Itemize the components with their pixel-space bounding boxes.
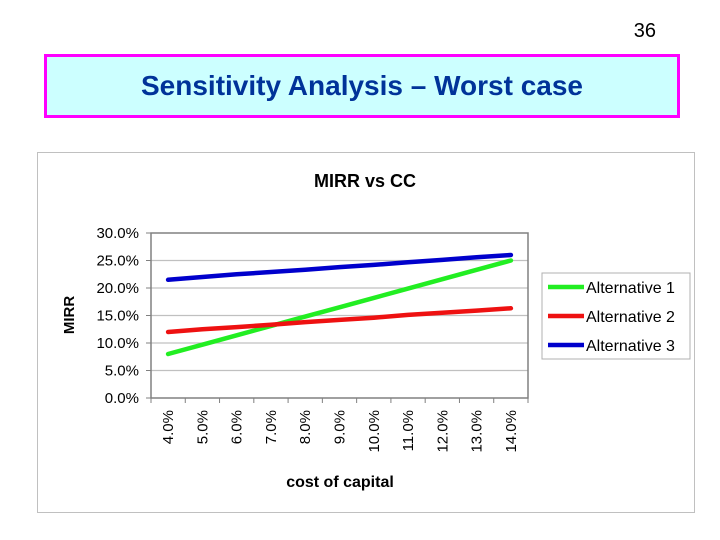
x-tick-label: 11.0% xyxy=(400,410,417,451)
series-line-2 xyxy=(165,306,514,335)
x-axis-title: cost of capital xyxy=(286,474,394,491)
slide-title: Sensitivity Analysis – Worst case xyxy=(141,70,583,101)
y-tick-label: 30.0% xyxy=(96,225,139,242)
slide-title-box: Sensitivity Analysis – Worst case xyxy=(44,54,680,118)
x-tick-label: 9.0% xyxy=(332,410,349,444)
y-tick-label: 20.0% xyxy=(96,280,139,297)
legend-label: Alternative 2 xyxy=(586,309,675,326)
page-number: 36 xyxy=(633,20,656,42)
series-line-1 xyxy=(165,258,514,357)
x-tick-label: 4.0% xyxy=(160,410,177,444)
legend: Alternative 1 Alternative 2 Alternative 3 xyxy=(541,272,691,360)
series-lines xyxy=(165,252,514,357)
legend-item-3: Alternative 3 xyxy=(548,338,675,355)
y-tick-label: 10.0% xyxy=(96,335,139,352)
chart-title: MIRR vs CC xyxy=(314,171,416,191)
legend-item-1: Alternative 1 xyxy=(548,280,675,297)
x-tick-label: 6.0% xyxy=(229,410,246,444)
x-axis: 4.0% 5.0% 6.0% 7.0% 8.0% 9.0% 10.0% 11.0% 12.0% 1… xyxy=(150,398,529,453)
x-tick-label: 8.0% xyxy=(297,410,314,444)
y-tick-label: 0.0% xyxy=(105,390,139,407)
legend-item-2: Alternative 2 xyxy=(548,309,675,326)
series-line-3 xyxy=(165,252,514,283)
mirr-line-chart: MIRR vs CC 0.0% 5.0% 10.0% 15.0% 20.0% 25.0% 3… xyxy=(61,171,691,491)
x-tick-label: 10.0% xyxy=(366,410,383,453)
chart-frame: MIRR vs CC 0.0% 5.0% 10.0% 15.0% 20.0% 25.0% 3… xyxy=(37,152,695,513)
x-tick-label: 13.0% xyxy=(469,410,486,453)
y-axis: 0.0% 5.0% 10.0% 15.0% 20.0% 25.0% 30.0% xyxy=(96,225,151,407)
x-tick-label: 12.0% xyxy=(434,410,451,453)
x-tick-label: 7.0% xyxy=(263,410,280,444)
legend-label: Alternative 3 xyxy=(586,338,675,355)
x-tick-label: 14.0% xyxy=(503,410,520,453)
y-tick-label: 15.0% xyxy=(96,308,139,325)
x-tick-label: 5.0% xyxy=(194,410,211,444)
legend-label: Alternative 1 xyxy=(586,280,675,297)
y-tick-label: 25.0% xyxy=(96,253,139,270)
y-tick-label: 5.0% xyxy=(105,363,139,380)
y-axis-title: MIRR xyxy=(61,296,78,334)
